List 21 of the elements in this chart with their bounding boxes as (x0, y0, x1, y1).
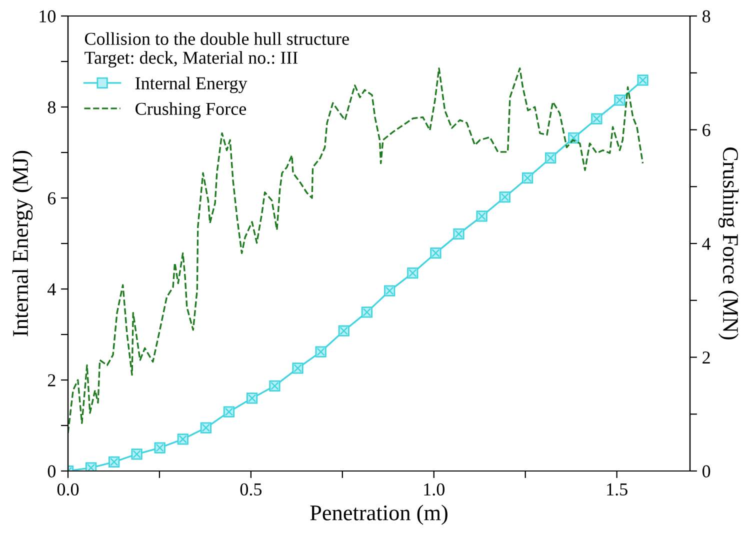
legend-title: Collision to the double hull structure Target: deck, Material no.: III (84, 32, 349, 68)
y2-tick-label: 0 (702, 465, 710, 478)
y-tick-label: 4 (48, 283, 56, 296)
y2-tick-label: 8 (702, 10, 710, 22)
y-tick-label: 2 (48, 374, 56, 386)
legend-label: Internal Energy (135, 76, 248, 94)
y-tick-label: 10 (40, 10, 56, 22)
y-axis-title: Internal Energy (MJ) (12, 150, 33, 336)
x-tick-label: 1.0 (424, 483, 444, 496)
y-tick-label: 6 (48, 192, 56, 204)
y-tick-label: 8 (48, 101, 56, 114)
y2-tick-label: 6 (702, 124, 710, 136)
x-axis-title: Penetration (m) (310, 504, 448, 525)
legend-label: Crushing Force (136, 102, 246, 119)
y2-tick-label: 4 (702, 238, 711, 250)
x-tick-label: 1.5 (607, 483, 628, 496)
y2-axis-title: Crushing Force (MN) (718, 148, 739, 340)
x-tick-label: 0.5 (240, 483, 262, 496)
y-tick-label: 0 (48, 465, 56, 478)
y2-tick-label: 2 (702, 352, 710, 364)
x-tick-label: 0.0 (57, 483, 79, 496)
